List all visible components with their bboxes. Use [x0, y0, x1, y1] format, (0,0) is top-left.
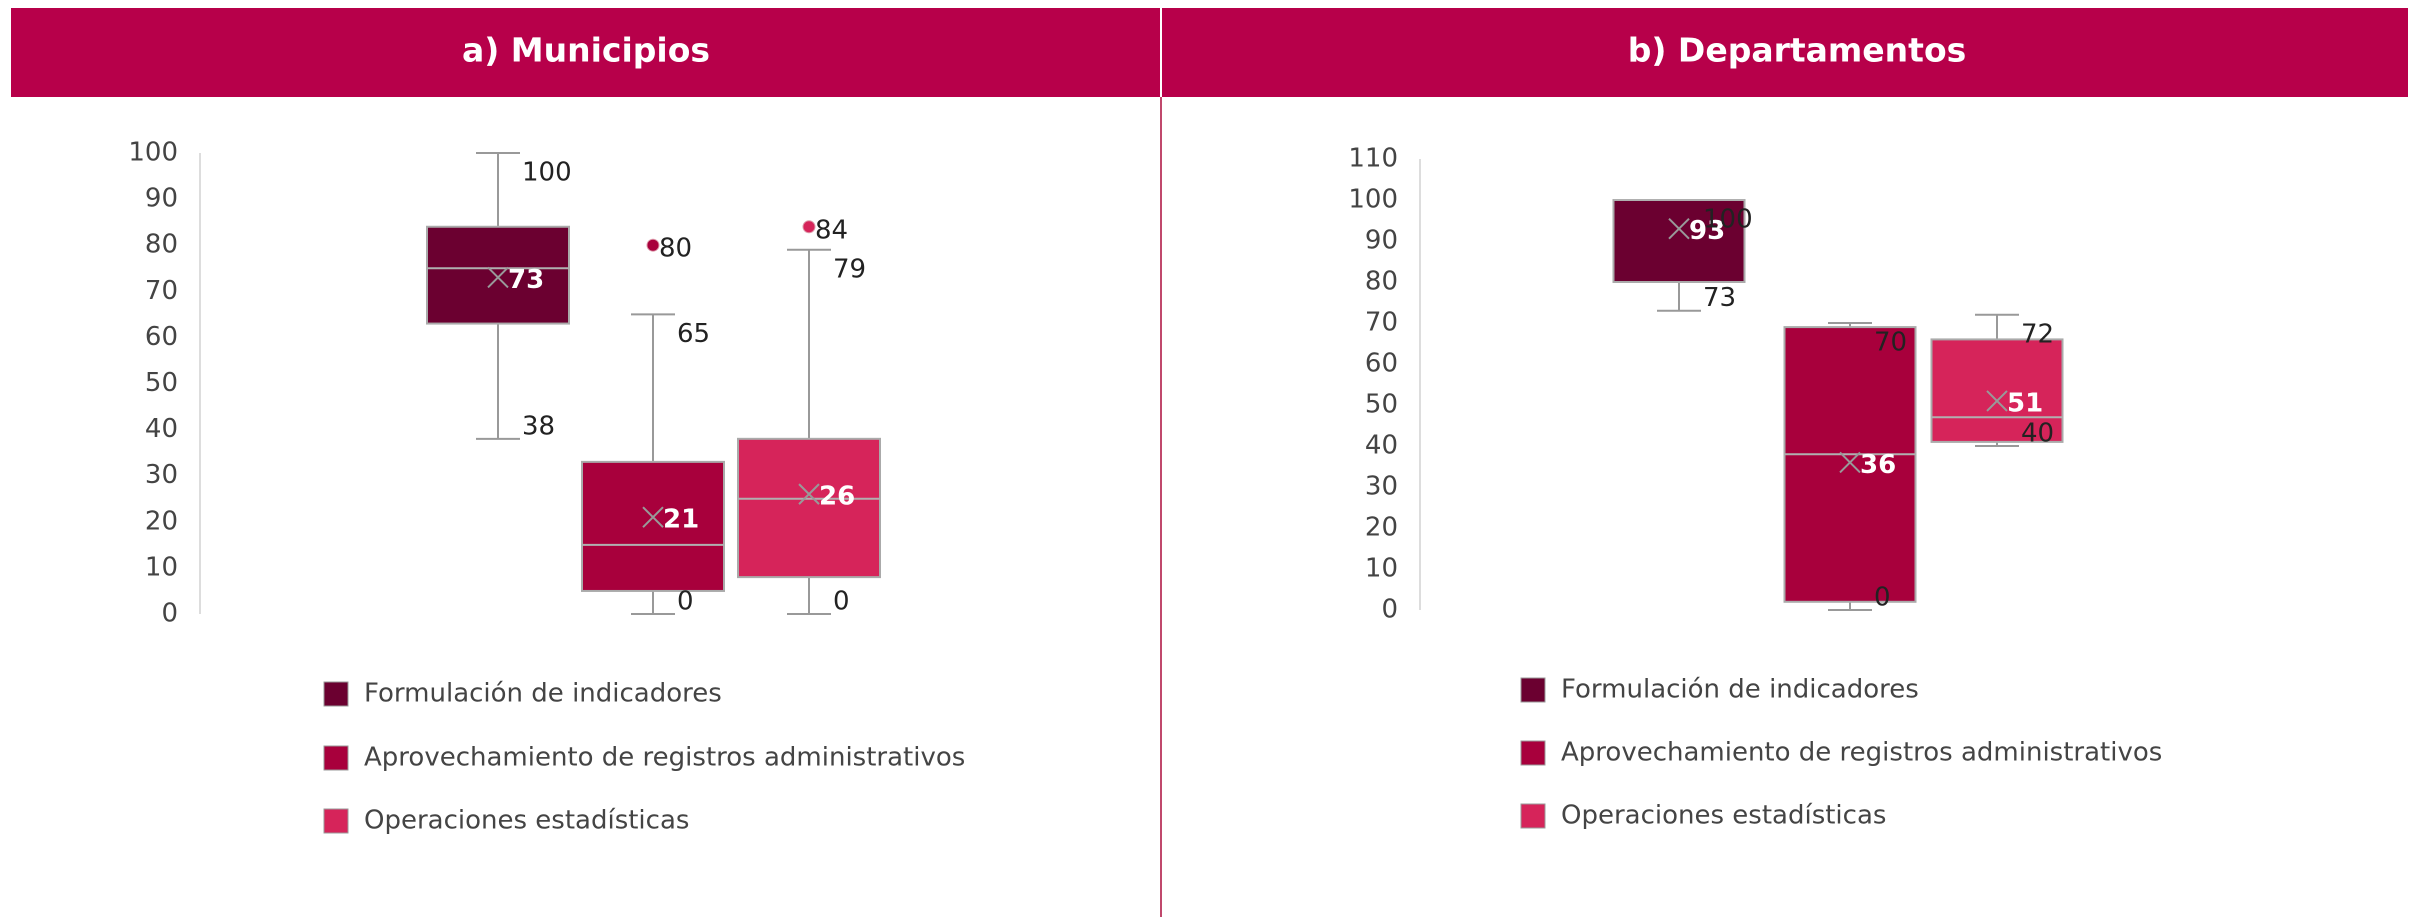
legend-swatch	[323, 681, 349, 707]
legend-swatch	[1520, 740, 1546, 766]
legend-label: Aprovechamiento de registros administrat…	[364, 743, 965, 773]
min-label: 0	[677, 587, 694, 617]
legend-swatch	[1520, 803, 1546, 829]
y-tick-label: 50	[1365, 390, 1398, 420]
y-tick-label: 30	[145, 460, 178, 490]
box	[1783, 326, 1917, 603]
legend-label: Operaciones estadísticas	[364, 806, 689, 836]
outlier-label: 84	[815, 215, 848, 245]
legend-label: Formulación de indicadores	[1561, 675, 1919, 705]
y-tick-label: 70	[1365, 308, 1398, 338]
max-label: 72	[2021, 319, 2054, 349]
y-tick-label: 90	[1365, 226, 1398, 256]
y-tick-label: 90	[145, 184, 178, 214]
y-tick-label: 30	[1365, 472, 1398, 502]
mean-label: 26	[819, 482, 855, 512]
mean-label: 21	[663, 505, 699, 535]
y-tick-label: 0	[1381, 595, 1398, 625]
outlier	[802, 220, 816, 234]
box	[1930, 338, 2064, 443]
mean-marker	[1668, 217, 1690, 240]
y-tick-label: 80	[145, 230, 178, 260]
mean-marker	[1986, 390, 2008, 412]
box	[426, 225, 570, 325]
max-label: 79	[833, 254, 866, 284]
outlier-label: 80	[659, 234, 692, 264]
chart-title: b) Departamentos	[1628, 31, 1967, 70]
mean-label: 93	[1689, 216, 1725, 246]
legend-swatch	[1520, 677, 1546, 703]
mean-marker	[1839, 451, 1861, 474]
y-tick-label: 20	[145, 506, 178, 536]
legend-label: Aprovechamiento de registros administrat…	[1561, 738, 2162, 768]
y-tick-label: 70	[145, 276, 178, 306]
y-tick-label: 40	[1365, 431, 1398, 461]
legend-label: Formulación de indicadores	[364, 679, 722, 709]
max-label: 70	[1874, 328, 1907, 358]
min-label: 73	[1703, 283, 1736, 313]
chart-title: a) Municipios	[462, 31, 710, 70]
mean-label: 36	[1860, 450, 1896, 480]
min-label: 40	[2021, 419, 2054, 449]
y-tick-label: 100	[128, 138, 178, 168]
legend-swatch	[323, 745, 349, 771]
outlier	[646, 238, 660, 252]
y-tick-label: 100	[1348, 185, 1398, 215]
max-label: 100	[1703, 205, 1753, 235]
y-tick-label: 20	[1365, 513, 1398, 543]
box	[581, 460, 725, 592]
y-tick-label: 80	[1365, 267, 1398, 297]
mean-marker	[798, 483, 820, 505]
y-tick-label: 50	[145, 368, 178, 398]
y-tick-label: 10	[145, 552, 178, 582]
max-label: 100	[522, 158, 572, 188]
y-tick-label: 60	[1365, 349, 1398, 379]
max-label: 65	[677, 319, 710, 349]
min-label: 0	[1874, 583, 1891, 613]
header-bar	[11, 8, 2408, 97]
min-label: 38	[522, 411, 555, 441]
mean-marker	[487, 266, 509, 289]
box	[737, 437, 881, 579]
legend-swatch	[323, 808, 349, 834]
legend-label: Operaciones estadísticas	[1561, 801, 1886, 831]
y-tick-label: 10	[1365, 554, 1398, 584]
mean-label: 73	[508, 265, 544, 295]
y-tick-label: 60	[145, 322, 178, 352]
min-label: 0	[833, 587, 850, 617]
mean-label: 51	[2007, 388, 2043, 418]
y-tick-label: 40	[145, 414, 178, 444]
mean-marker	[642, 506, 664, 528]
y-tick-label: 110	[1348, 144, 1398, 174]
y-tick-label: 0	[161, 599, 178, 629]
